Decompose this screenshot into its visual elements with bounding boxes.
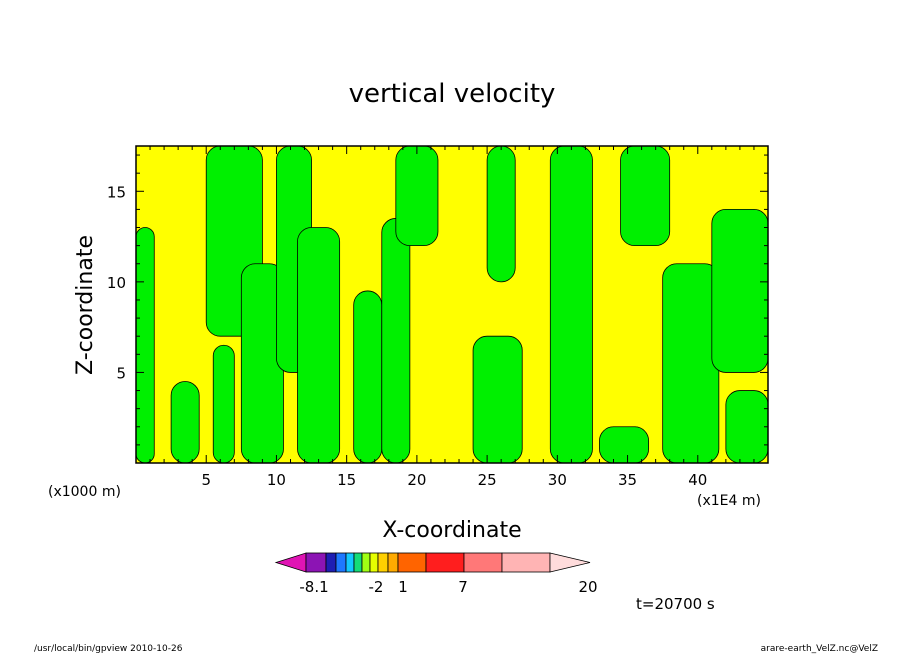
colorbar-label: 20 [578, 578, 597, 596]
y-tick-label: 15 [107, 183, 126, 201]
colorbar-swatch [335, 552, 347, 573]
x-tick-label: 25 [478, 471, 497, 489]
contour-region [549, 146, 593, 463]
contour-region [395, 146, 439, 247]
plot-frame [135, 145, 769, 464]
time-label: t=20700 s [636, 595, 715, 613]
contour-region [212, 344, 235, 463]
contour-region [472, 335, 523, 463]
chart-title: vertical velocity [349, 79, 556, 109]
colorbar-arrow-low [274, 552, 307, 573]
contour-region [297, 227, 341, 463]
colorbar-swatch [501, 552, 551, 573]
colorbar-swatch [345, 552, 355, 573]
footer-right: arare-earth_VelZ.nc@VelZ [761, 644, 878, 654]
x-tick-label: 40 [688, 471, 707, 489]
contour-regions [136, 146, 768, 463]
contour-region [170, 381, 200, 463]
colorbar-swatch [425, 552, 465, 573]
x-tick-label: 10 [267, 471, 286, 489]
colorbar-swatch [397, 552, 427, 573]
contour-region [136, 227, 155, 463]
x-tick-label: 30 [548, 471, 567, 489]
contour-region [662, 263, 720, 463]
contour-region [725, 390, 768, 463]
colorbar-swatch [369, 552, 379, 573]
x-tick-label: 5 [201, 471, 211, 489]
y-tick-label: 5 [116, 364, 126, 382]
contour-region [711, 209, 768, 373]
colorbar: -8.1 -2 1 7 20 [274, 552, 598, 596]
x-tick-label: 15 [337, 471, 356, 489]
contour-region [620, 146, 671, 247]
contour-region [381, 218, 411, 463]
footer-left: /usr/local/bin/gpview 2010-10-26 [34, 644, 183, 654]
contour-region [353, 290, 383, 463]
colorbar-label: -8.1 [299, 578, 328, 596]
colorbar-swatch [463, 552, 503, 573]
contour-region [599, 426, 650, 463]
y-axis-label: Z-coordinate [73, 235, 98, 375]
x-tick-label: 20 [407, 471, 426, 489]
colorbar-label: -2 [369, 578, 384, 596]
contour-region [486, 146, 516, 283]
colorbar-swatch [361, 552, 371, 573]
colorbar-swatch [305, 552, 327, 573]
colorbar-arrow-high [549, 552, 591, 573]
colorbar-label: 7 [458, 578, 468, 596]
x-axis-label: X-coordinate [382, 518, 521, 543]
x-axis-ticks: 5 10 15 20 25 30 35 40 [149, 146, 755, 489]
y-unit-label: (x1000 m) [48, 484, 121, 500]
x-unit-label: (x1E4 m) [697, 493, 761, 509]
y-tick-label: 10 [107, 274, 126, 292]
y-axis-ticks: 5 10 15 [107, 154, 768, 446]
colorbar-swatch [377, 552, 389, 573]
colorbar-swatch [325, 552, 337, 573]
plot-area: 5 10 15 20 25 30 35 40 5 10 15 [107, 145, 769, 489]
colorbar-swatch [353, 552, 363, 573]
colorbar-label: 1 [398, 578, 408, 596]
colorbar-swatch [387, 552, 399, 573]
x-tick-label: 35 [618, 471, 637, 489]
